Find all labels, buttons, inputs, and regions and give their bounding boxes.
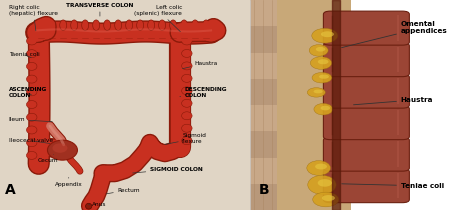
FancyBboxPatch shape — [250, 105, 277, 131]
Ellipse shape — [147, 20, 155, 30]
FancyBboxPatch shape — [323, 106, 410, 140]
Ellipse shape — [27, 126, 37, 134]
FancyBboxPatch shape — [351, 0, 474, 210]
Ellipse shape — [115, 20, 122, 30]
Ellipse shape — [182, 62, 192, 70]
Text: Teniae coli: Teniae coli — [342, 183, 444, 189]
Ellipse shape — [181, 20, 188, 30]
Ellipse shape — [182, 137, 192, 145]
FancyBboxPatch shape — [323, 74, 410, 108]
Ellipse shape — [309, 45, 328, 56]
Text: Ileum: Ileum — [9, 117, 52, 122]
Ellipse shape — [27, 50, 37, 58]
Ellipse shape — [314, 104, 333, 115]
Text: Appendix: Appendix — [55, 177, 82, 187]
Ellipse shape — [313, 192, 339, 207]
Text: Anus: Anus — [89, 202, 107, 207]
Ellipse shape — [27, 151, 37, 159]
Text: Taenia coli: Taenia coli — [9, 52, 39, 58]
Ellipse shape — [308, 175, 336, 194]
FancyBboxPatch shape — [323, 43, 410, 77]
Ellipse shape — [191, 20, 199, 30]
Text: Cecum: Cecum — [37, 154, 58, 163]
Text: Left colic
(splenic) flexure: Left colic (splenic) flexure — [135, 5, 182, 32]
FancyBboxPatch shape — [250, 52, 277, 79]
Text: Rectum: Rectum — [106, 188, 140, 194]
Ellipse shape — [307, 161, 330, 175]
FancyBboxPatch shape — [250, 79, 277, 105]
Text: SIGMOID COLON: SIGMOID COLON — [133, 167, 202, 173]
Ellipse shape — [82, 20, 89, 30]
Ellipse shape — [71, 20, 78, 30]
Ellipse shape — [182, 112, 192, 120]
Text: DESCENDING
COLON: DESCENDING COLON — [180, 87, 228, 98]
Text: Haustra: Haustra — [182, 60, 218, 69]
FancyBboxPatch shape — [250, 131, 277, 158]
FancyBboxPatch shape — [250, 0, 277, 26]
Ellipse shape — [27, 62, 37, 70]
Ellipse shape — [307, 88, 325, 97]
FancyBboxPatch shape — [250, 184, 277, 210]
Ellipse shape — [315, 164, 327, 169]
Ellipse shape — [202, 20, 210, 30]
Text: ASCENDING
COLON: ASCENDING COLON — [9, 87, 47, 98]
Text: Haustra: Haustra — [354, 97, 433, 105]
Ellipse shape — [49, 20, 56, 30]
Ellipse shape — [182, 74, 192, 82]
Ellipse shape — [104, 20, 110, 30]
Ellipse shape — [27, 139, 37, 147]
Ellipse shape — [27, 37, 37, 45]
Ellipse shape — [318, 59, 328, 64]
Ellipse shape — [182, 49, 192, 57]
Text: Ileocecal valve: Ileocecal valve — [9, 138, 53, 143]
Ellipse shape — [312, 72, 332, 83]
Ellipse shape — [319, 75, 329, 79]
Ellipse shape — [27, 88, 37, 96]
Ellipse shape — [126, 20, 133, 30]
Text: B: B — [259, 183, 269, 197]
Ellipse shape — [93, 20, 100, 30]
FancyBboxPatch shape — [323, 11, 410, 45]
Ellipse shape — [182, 37, 192, 45]
Ellipse shape — [314, 89, 323, 93]
FancyBboxPatch shape — [323, 137, 410, 171]
Text: Omental
appendices: Omental appendices — [342, 21, 447, 48]
Ellipse shape — [182, 124, 192, 132]
Ellipse shape — [137, 20, 144, 30]
Ellipse shape — [27, 75, 37, 83]
Ellipse shape — [320, 106, 330, 110]
Ellipse shape — [312, 28, 338, 43]
Text: TRANSVERSE COLON: TRANSVERSE COLON — [66, 3, 134, 16]
Ellipse shape — [47, 140, 77, 160]
Ellipse shape — [60, 20, 67, 30]
Ellipse shape — [182, 87, 192, 95]
Ellipse shape — [27, 113, 37, 121]
FancyBboxPatch shape — [250, 158, 277, 184]
Text: Right colic
(hepatic) flexure: Right colic (hepatic) flexure — [9, 5, 58, 31]
Ellipse shape — [318, 179, 332, 187]
Ellipse shape — [159, 20, 165, 30]
Ellipse shape — [170, 20, 177, 30]
Ellipse shape — [182, 99, 192, 107]
Ellipse shape — [53, 143, 67, 153]
Ellipse shape — [316, 47, 325, 52]
Ellipse shape — [321, 31, 334, 37]
Text: Sigmoid
flexure: Sigmoid flexure — [165, 133, 206, 144]
Ellipse shape — [310, 57, 332, 69]
Ellipse shape — [38, 20, 45, 30]
FancyBboxPatch shape — [323, 169, 410, 203]
Ellipse shape — [85, 203, 92, 209]
FancyBboxPatch shape — [0, 0, 250, 210]
FancyBboxPatch shape — [250, 0, 351, 210]
Ellipse shape — [27, 101, 37, 109]
Text: A: A — [5, 183, 16, 197]
FancyBboxPatch shape — [250, 26, 277, 52]
Ellipse shape — [322, 195, 335, 201]
